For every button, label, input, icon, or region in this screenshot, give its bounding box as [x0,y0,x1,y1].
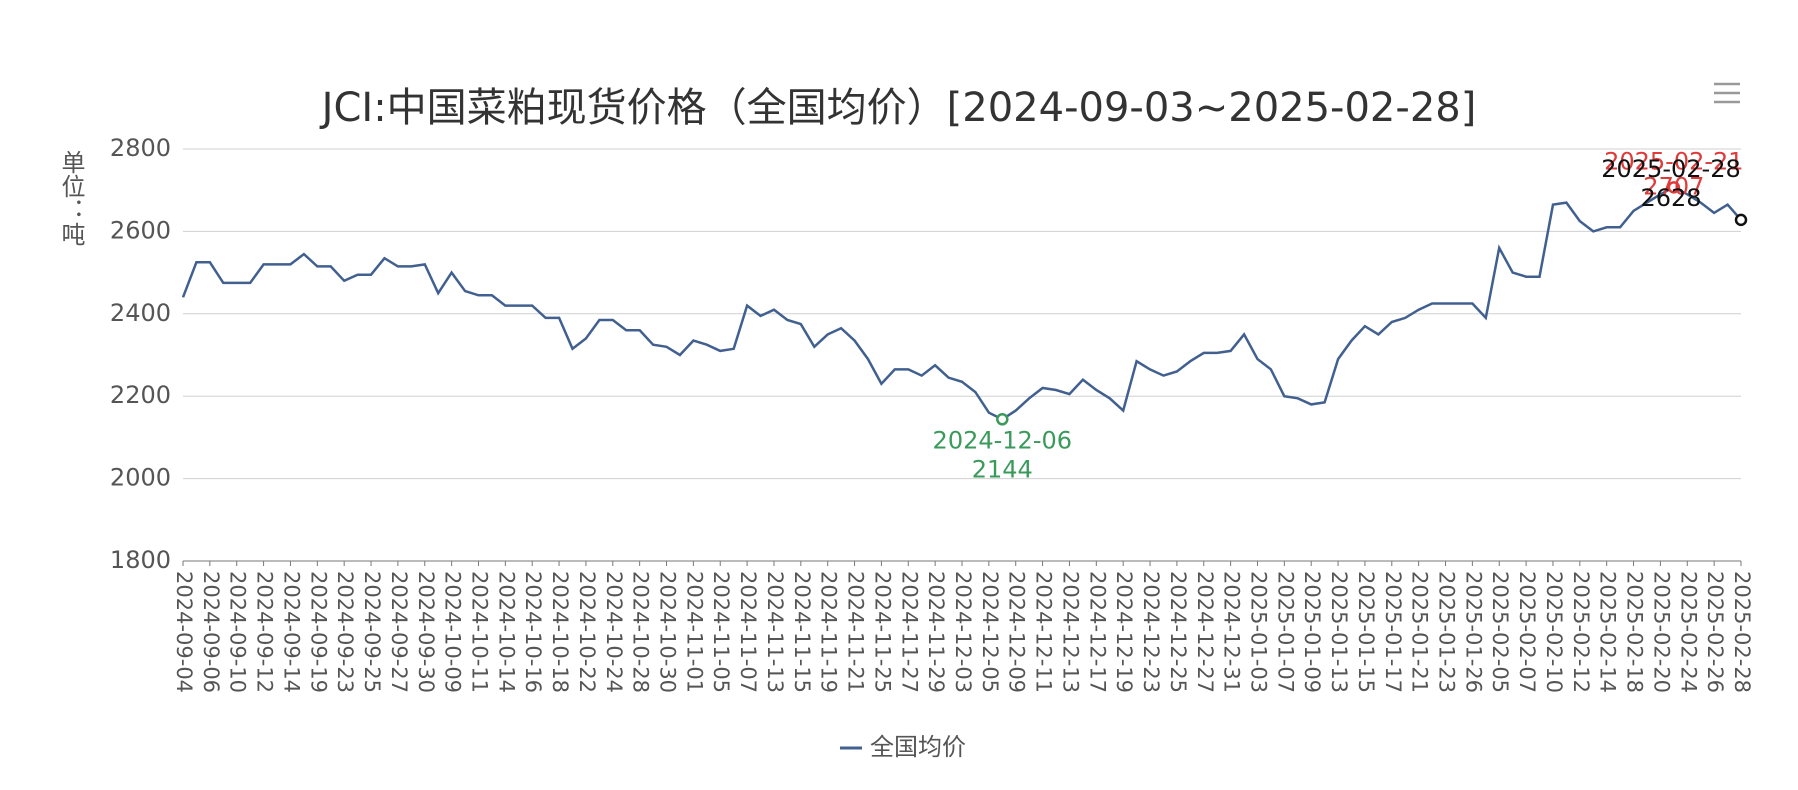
x-tick-label: 2024-11-29 [924,571,948,693]
x-tick-label: 2024-12-17 [1085,571,1109,693]
annotation-point [1734,213,1748,227]
annotation-label: 2025-02-28 [1601,155,1740,183]
x-tick-label: 2024-09-12 [253,571,277,693]
annotation-label: 2025-02-21 [1604,147,1743,175]
x-tick-label: 2024-09-19 [306,571,330,693]
x-tick-label: 2025-02-05 [1488,571,1512,693]
x-tick-label: 2025-01-23 [1435,571,1459,693]
x-tick-label: 2025-02-26 [1703,571,1727,693]
x-tick-label: 2024-12-19 [1112,571,1136,693]
x-tick-label: 2025-01-03 [1246,571,1270,693]
x-tick-label: 2025-01-13 [1327,571,1351,693]
x-tick-label: 2025-02-28 [1730,571,1754,693]
x-tick-label: 2024-09-23 [333,571,357,693]
x-tick-label: 2024-10-28 [629,571,653,693]
x-tick-label: 2024-12-11 [1032,571,1056,693]
x-tick-label: 2024-12-13 [1058,571,1082,693]
x-tick-label: 2025-02-14 [1596,571,1620,693]
x-tick-label: 2024-12-05 [978,571,1002,693]
x-tick-label: 2025-02-18 [1623,571,1647,693]
x-tick-label: 2024-12-27 [1193,571,1217,693]
x-tick-label: 2024-09-27 [387,571,411,693]
x-tick-label: 2025-02-24 [1676,571,1700,693]
x-tick-label: 2025-01-26 [1461,571,1485,693]
annotation-value: 2707 [1643,172,1704,200]
y-tick-label: 1800 [110,546,171,574]
x-tick-label: 2025-02-20 [1649,571,1673,693]
x-tick-label: 2024-11-25 [870,571,894,693]
x-tick-label: 2024-12-03 [951,571,975,693]
y-axis-label: 单位：吨 [57,150,85,246]
annotation-value: 2144 [972,455,1033,483]
x-tick-label: 2024-10-14 [494,571,518,693]
chart-title: JCI:中国菜粕现货价格（全国均价）[2024-09-03~2025-02-28… [319,85,1477,131]
annotation-point [996,413,1009,426]
x-tick-label: 2024-10-16 [521,571,545,693]
annotation-point [1667,181,1681,194]
y-tick-label: 2000 [110,464,171,492]
x-tick-label: 2024-09-30 [414,571,438,693]
x-tick-label: 2024-11-21 [844,571,868,693]
x-tick-label: 2025-02-07 [1515,571,1539,693]
x-tick-label: 2024-11-07 [736,571,760,693]
x-tick-label: 2025-01-17 [1381,571,1405,693]
x-tick-label: 2024-10-11 [467,571,491,693]
x-tick-label: 2025-01-09 [1300,571,1324,693]
x-tick-label: 2024-11-15 [790,571,814,693]
x-tick-label: 2024-11-13 [763,571,787,693]
x-tick-label: 2024-12-23 [1139,571,1163,693]
x-tick-label: 2024-11-27 [897,571,921,693]
y-tick-label: 2600 [110,216,171,244]
x-tick-label: 2024-09-14 [279,571,303,693]
x-tick-label: 2024-09-25 [360,571,384,693]
x-tick-label: 2024-10-30 [656,571,680,693]
y-tick-label: 2400 [110,299,171,327]
x-tick-label: 2024-10-09 [441,571,465,693]
x-tick-label: 2024-09-06 [199,571,223,693]
menu-icon[interactable] [1714,82,1740,104]
x-tick-label: 2024-11-19 [817,571,841,693]
x-tick-label: 2024-10-24 [602,571,626,693]
x-tick-label: 2024-09-10 [226,571,250,693]
x-tick-label: 2024-11-01 [682,571,706,693]
x-tick-label: 2024-12-25 [1166,571,1190,693]
x-tick-label: 2025-02-10 [1542,571,1566,693]
x-tick-label: 2024-12-31 [1220,571,1244,693]
x-tick-label: 2025-01-15 [1354,571,1378,693]
y-tick-label: 2800 [110,134,171,162]
y-tick-label: 2200 [110,381,171,409]
x-tick-label: 2024-10-18 [548,571,572,693]
x-tick-label: 2025-01-21 [1408,571,1432,693]
line-series [181,185,1742,421]
x-tick-label: 2025-02-12 [1569,571,1593,693]
x-tick-label: 2024-10-22 [575,571,599,693]
annotation-value: 2628 [1640,184,1701,212]
annotation-label: 2024-12-06 [933,426,1072,454]
x-tick-label: 2024-11-05 [709,571,733,693]
x-tick-label: 2025-01-07 [1273,571,1297,693]
legend-label: 全国均价 [870,733,966,761]
x-tick-label: 2024-09-04 [172,571,196,693]
x-tick-label: 2024-12-09 [1005,571,1029,693]
